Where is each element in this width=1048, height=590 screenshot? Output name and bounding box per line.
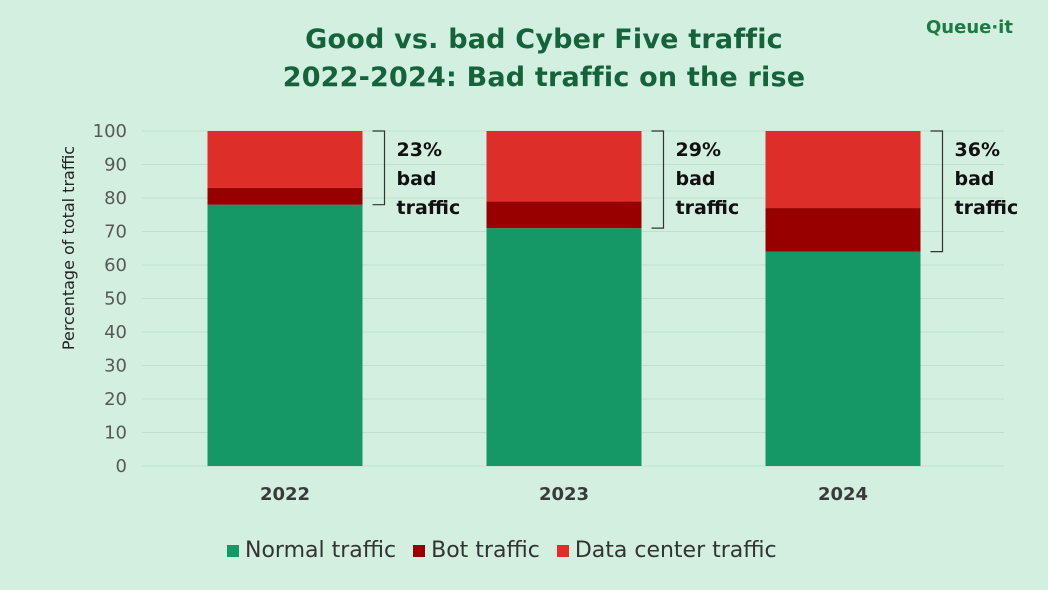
callout-text: bad <box>955 168 995 190</box>
legend-label-bot: Bot traffic <box>431 538 540 563</box>
y-tick-label: 20 <box>104 389 127 410</box>
callout-bracket <box>651 130 665 229</box>
bar-data-center-2024 <box>765 131 921 209</box>
callout-text: traffic <box>955 197 1019 219</box>
x-tick-label: 2023 <box>539 484 589 505</box>
y-tick-label: 40 <box>104 322 127 343</box>
legend-item-normal: Normal traffic <box>227 538 396 563</box>
y-axis-label: Percentage of total traffic <box>59 146 78 350</box>
x-tick-label: 2024 <box>818 484 868 505</box>
legend-swatch-data-center <box>556 544 569 557</box>
y-tick-label: 50 <box>104 289 127 310</box>
legend-item-bot: Bot traffic <box>413 538 540 563</box>
callout-text: traffic <box>397 197 461 219</box>
bar-normal-2022 <box>207 204 363 466</box>
legend-label-normal: Normal traffic <box>245 538 397 563</box>
callout-bracket <box>930 130 944 253</box>
legend-swatch-bot <box>413 544 426 557</box>
bar-bot-2023 <box>486 201 642 229</box>
x-tick-label: 2022 <box>260 484 310 505</box>
bad-traffic-callouts: 23% bad traffic 29% bad traffic 36% bad traffic <box>372 130 1019 253</box>
y-tick-label: 60 <box>104 255 127 276</box>
bar-bot-2022 <box>207 187 363 205</box>
callout-bracket <box>372 130 386 206</box>
legend-item-data-center: Data center traffic <box>556 538 777 563</box>
y-tick-label: 0 <box>116 456 127 477</box>
y-tick-label: 90 <box>104 155 127 176</box>
legend-swatch-normal <box>227 544 239 557</box>
bars <box>207 131 921 466</box>
y-tick-label: 80 <box>104 188 127 209</box>
legend: Normal traffic Bot traffic Data center t… <box>227 538 794 563</box>
callout-text: bad <box>676 168 716 190</box>
y-tick-label: 30 <box>104 356 127 377</box>
chart-title-line-2: 2022-2024: Bad traffic on the rise <box>282 62 806 93</box>
bar-bot-2024 <box>765 208 921 252</box>
y-axis-ticks: 0 10 20 30 40 50 60 70 80 90 100 <box>93 121 127 477</box>
queue-it-logo: Queue·it <box>926 17 1013 38</box>
y-tick-label: 100 <box>93 121 127 142</box>
y-tick-label: 70 <box>104 222 127 243</box>
y-tick-label: 10 <box>104 423 127 444</box>
callout-text: 36% <box>955 139 1000 161</box>
bar-data-center-2023 <box>486 131 642 202</box>
callout-text: traffic <box>676 197 740 219</box>
x-axis-labels: 2022 2023 2024 <box>260 484 868 505</box>
chart-title-line-1: Good vs. bad Cyber Five traffic <box>305 24 783 55</box>
legend-label-data-center: Data center traffic <box>574 538 777 563</box>
bar-normal-2023 <box>486 228 642 466</box>
bar-normal-2024 <box>765 251 921 466</box>
callout-text: 23% <box>397 139 442 161</box>
callout-text: bad <box>397 168 437 190</box>
callout-text: 29% <box>676 139 721 161</box>
bar-data-center-2022 <box>207 131 363 188</box>
